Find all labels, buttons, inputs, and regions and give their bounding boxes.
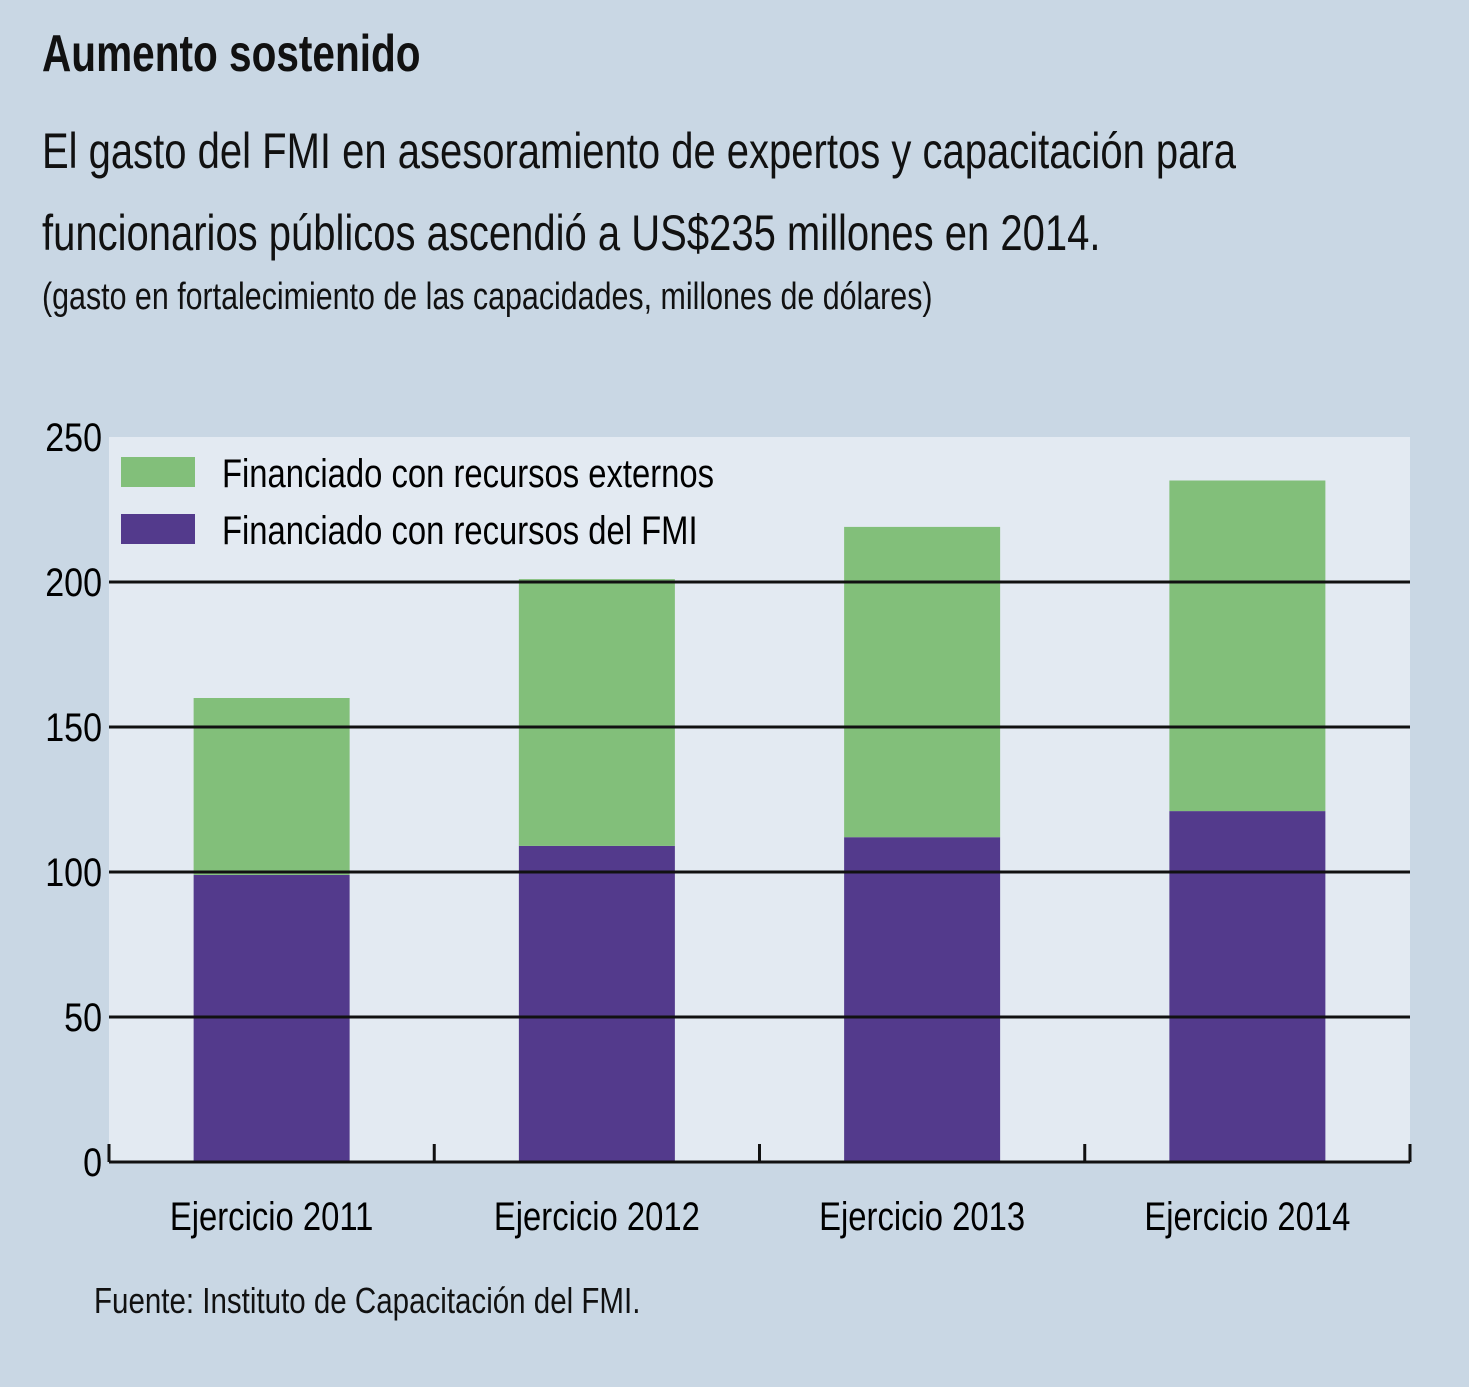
bar-fmi-1 — [518, 845, 675, 1162]
bar-external-2 — [844, 526, 1001, 838]
chart-title: Aumento sostenido — [42, 25, 421, 83]
y-tick-label: 50 — [64, 994, 102, 1039]
subtitle-line-1: El gasto del FMI en asesoramiento de exp… — [42, 123, 1236, 179]
legend-swatch — [121, 514, 195, 544]
x-tick-label: Ejercicio 2012 — [494, 1194, 700, 1239]
bar-external-3 — [1169, 480, 1326, 812]
chart-subtitle: El gasto del FMI en asesoramiento de exp… — [42, 110, 1236, 274]
y-tick-label: 200 — [45, 559, 102, 604]
y-tick-label: 100 — [45, 849, 102, 894]
x-tick-label: Ejercicio 2013 — [819, 1194, 1025, 1239]
x-tick-label: Ejercicio 2014 — [1144, 1194, 1350, 1239]
source-note: Fuente: Instituto de Capacitación del FM… — [94, 1280, 641, 1321]
y-tick-label: 250 — [45, 414, 102, 459]
x-tick-label: Ejercicio 2011 — [170, 1194, 374, 1239]
units-note: (gasto en fortalecimiento de las capacid… — [42, 276, 933, 318]
bar-external-0 — [193, 698, 350, 875]
subtitle-line-2: funcionarios públicos ascendió a US$235 … — [42, 205, 1101, 261]
legend-label: Financiado con recursos externos — [222, 451, 714, 496]
bar-fmi-3 — [1169, 811, 1326, 1162]
legend-swatch — [121, 457, 195, 487]
bar-fmi-2 — [844, 837, 1001, 1162]
y-tick-label: 150 — [45, 704, 102, 749]
bar-external-1 — [518, 579, 675, 846]
y-tick-label: 0 — [83, 1139, 102, 1184]
legend-label: Financiado con recursos del FMI — [222, 508, 698, 553]
